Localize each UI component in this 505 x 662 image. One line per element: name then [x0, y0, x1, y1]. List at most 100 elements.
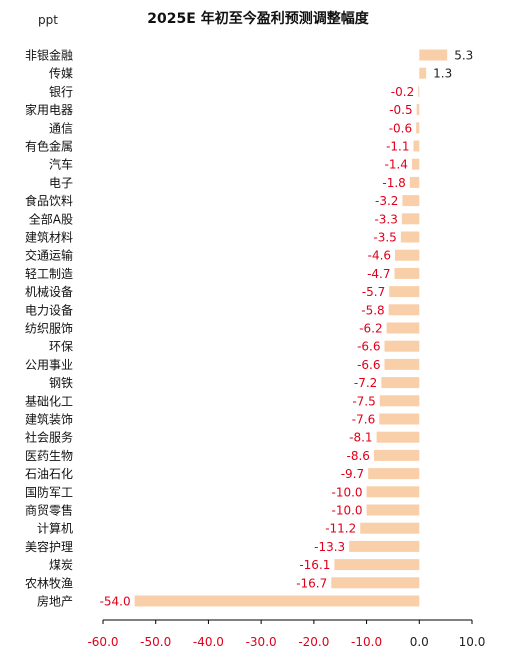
bar [366, 486, 420, 498]
value-label: -8.6 [347, 449, 370, 463]
bar [416, 122, 420, 134]
category-label: 轻工制造 [25, 267, 73, 281]
bar [389, 286, 420, 298]
value-label: -3.5 [373, 231, 396, 245]
bar [360, 522, 420, 534]
category-label: 纺织服饰 [25, 322, 73, 336]
x-tick-label: -40.0 [193, 635, 224, 649]
x-tick-label: -30.0 [246, 635, 277, 649]
category-label: 煤炭 [49, 558, 73, 572]
bar [402, 195, 420, 207]
category-label: 计算机 [37, 521, 73, 536]
value-label: -8.1 [349, 431, 372, 445]
bar [386, 322, 420, 334]
category-label: 房地产 [37, 594, 73, 609]
value-label: 5.3 [454, 49, 473, 63]
bar [411, 158, 420, 170]
bar [401, 213, 420, 225]
bar [384, 340, 420, 352]
bar [400, 231, 420, 243]
category-label: 商贸零售 [25, 503, 73, 518]
value-label: -5.8 [361, 303, 384, 317]
category-label: 美容护理 [25, 539, 73, 554]
category-label: 国防军工 [25, 484, 73, 499]
bar [388, 304, 420, 316]
x-tick-label: 0.0 [410, 635, 429, 649]
value-label: -5.7 [362, 285, 385, 299]
category-label: 有色金属 [25, 139, 73, 154]
value-label: -7.5 [352, 394, 375, 408]
category-label: 环保 [49, 340, 73, 354]
category-label: 建筑装饰 [25, 412, 73, 427]
bar [349, 540, 420, 552]
value-label: -4.6 [368, 249, 391, 263]
value-label: -10.0 [332, 485, 363, 499]
x-tick-label: -50.0 [140, 635, 171, 649]
value-label: -1.8 [382, 176, 405, 190]
category-label: 社会服务 [25, 430, 73, 445]
category-label: 建筑材料 [25, 230, 73, 245]
bar [395, 249, 420, 261]
value-label: -11.2 [325, 522, 356, 536]
value-label: -7.2 [354, 376, 377, 390]
category-label: 银行 [49, 85, 73, 99]
category-label: 医药生物 [25, 449, 73, 463]
value-label: -3.2 [375, 194, 398, 208]
value-label: -0.6 [389, 121, 412, 135]
bar [331, 577, 420, 589]
value-label: -13.3 [314, 540, 345, 554]
x-tick-label: -60.0 [87, 635, 118, 649]
category-label: 非银金融 [25, 48, 73, 63]
bar [334, 559, 420, 571]
category-label: 食品饮料 [25, 193, 73, 208]
bar [366, 504, 420, 516]
value-label: -1.4 [384, 158, 407, 172]
value-label: -6.6 [357, 340, 380, 354]
value-label: -16.7 [296, 576, 327, 590]
bar [379, 413, 420, 425]
bar [368, 468, 420, 480]
bar [419, 49, 448, 61]
category-label: 农林牧渔 [25, 576, 73, 590]
bar [376, 431, 420, 443]
bar [373, 449, 420, 461]
category-label: 电力设备 [25, 303, 73, 317]
bar [381, 377, 420, 389]
category-label: 传媒 [49, 66, 73, 81]
category-label: 交通运输 [25, 248, 73, 263]
unit-label: ppt [38, 13, 58, 27]
bar [394, 267, 420, 279]
category-label: 通信 [49, 121, 73, 135]
category-label: 机械设备 [25, 284, 73, 299]
value-label: -3.3 [374, 212, 397, 226]
category-label: 汽车 [49, 157, 73, 172]
bar [409, 176, 420, 188]
x-tick-label: -10.0 [351, 635, 382, 649]
value-label: -0.5 [389, 103, 412, 117]
value-label: -4.7 [367, 267, 390, 281]
category-label: 电子 [49, 176, 73, 190]
value-label: -16.1 [299, 558, 330, 572]
value-label: -10.0 [332, 504, 363, 518]
value-label: -7.6 [352, 413, 375, 427]
bar [379, 395, 420, 407]
category-label: 钢铁 [49, 376, 73, 390]
x-tick-label: -20.0 [298, 635, 329, 649]
category-label: 石油石化 [25, 467, 73, 481]
value-label: -6.6 [357, 358, 380, 372]
value-labels-layer: 5.31.3 -0.2 -0.5 -0.6 -1.1 -1.4 -1.8 -3.2 -3.3 -3… [100, 49, 474, 609]
value-label: -6.2 [359, 322, 382, 336]
x-tick-label: 10.0 [459, 635, 486, 649]
bar [134, 595, 420, 607]
x-axis: -60.0 -50.0 -40.0 -30.0 -20.0 -10.0 0.0 10.0 [87, 619, 486, 649]
bar [416, 104, 420, 116]
bars-layer [134, 49, 448, 607]
chart-title: 2025E 年初至今盈利预测调整幅度 [147, 10, 369, 27]
category-labels-layer: 非银金融传媒银行家用电器通信有色金属汽车电子食品饮料全部A股建筑材料交通运输轻工… [25, 48, 73, 609]
category-label: 家用电器 [25, 102, 73, 117]
bar [384, 358, 420, 370]
bar [413, 140, 420, 152]
bar [419, 67, 427, 79]
value-label: 1.3 [433, 67, 452, 81]
